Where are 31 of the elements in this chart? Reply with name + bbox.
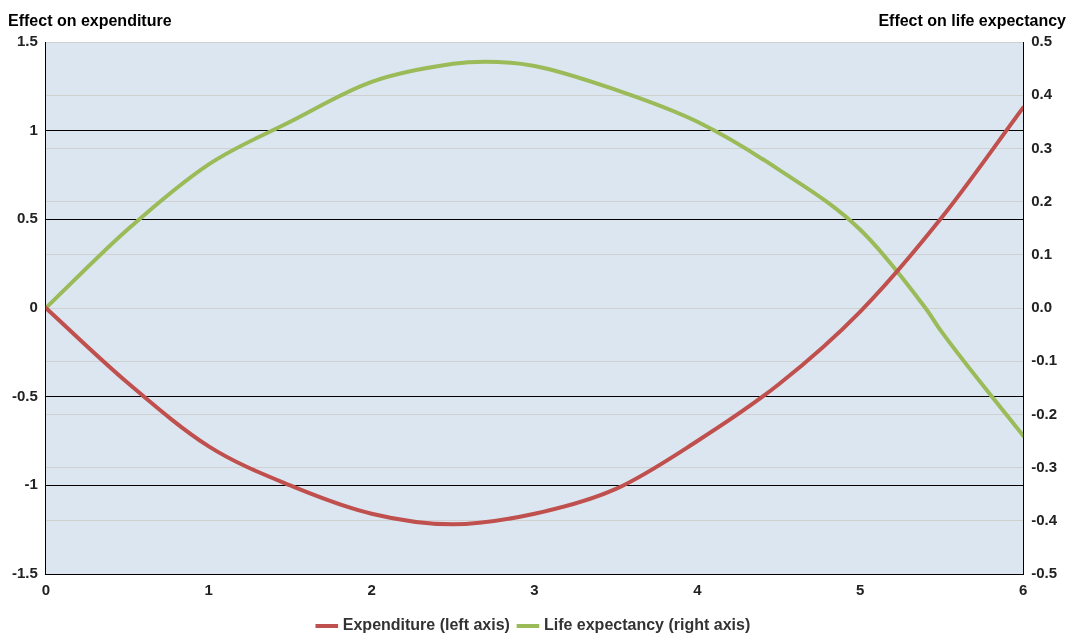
x-tick-label: 0 bbox=[41, 581, 51, 599]
y2-tick-label: -0.4 bbox=[1031, 510, 1058, 528]
line-series bbox=[45, 59, 1024, 438]
y2-tick-label: 0.2 bbox=[1031, 191, 1053, 209]
y2-tick-label: 0.0 bbox=[1031, 298, 1053, 316]
x-tick-label: 5 bbox=[856, 581, 865, 599]
y2-axis-title: Effect on life expectancy bbox=[878, 12, 1067, 30]
y2-tick-label: -0.5 bbox=[1031, 564, 1058, 582]
y-tick-label: 0.5 bbox=[16, 209, 38, 227]
y2-tick-label: 0.5 bbox=[1031, 32, 1053, 50]
y2-tick-label: 0.1 bbox=[1031, 244, 1053, 262]
legend-label: Life expectancy (right axis) bbox=[543, 616, 751, 634]
y-tick-label: -0.5 bbox=[11, 386, 38, 404]
x-tick-label: 3 bbox=[530, 581, 539, 599]
y-tick-label: -1.5 bbox=[11, 564, 38, 582]
y-tick-label: -1 bbox=[24, 475, 38, 493]
line-series bbox=[45, 105, 1024, 527]
y-tick-label: 1.5 bbox=[16, 32, 38, 50]
y-tick-label: 1 bbox=[29, 120, 38, 138]
y2-tick-label: -0.2 bbox=[1031, 404, 1058, 422]
x-tick-label: 6 bbox=[1018, 581, 1028, 599]
x-tick-label: 2 bbox=[367, 581, 376, 599]
legend-label: Expenditure (left axis) bbox=[342, 616, 510, 634]
y2-tick-label: -0.3 bbox=[1031, 457, 1058, 475]
y-axis-title: Effect on expenditure bbox=[8, 12, 172, 30]
y-tick-label: 0 bbox=[29, 298, 38, 316]
x-tick-label: 1 bbox=[204, 581, 213, 599]
y2-tick-label: 0.4 bbox=[1031, 85, 1053, 103]
y2-tick-label: -0.1 bbox=[1031, 351, 1058, 369]
y2-tick-label: 0.3 bbox=[1031, 138, 1053, 156]
x-tick-label: 4 bbox=[693, 581, 703, 599]
